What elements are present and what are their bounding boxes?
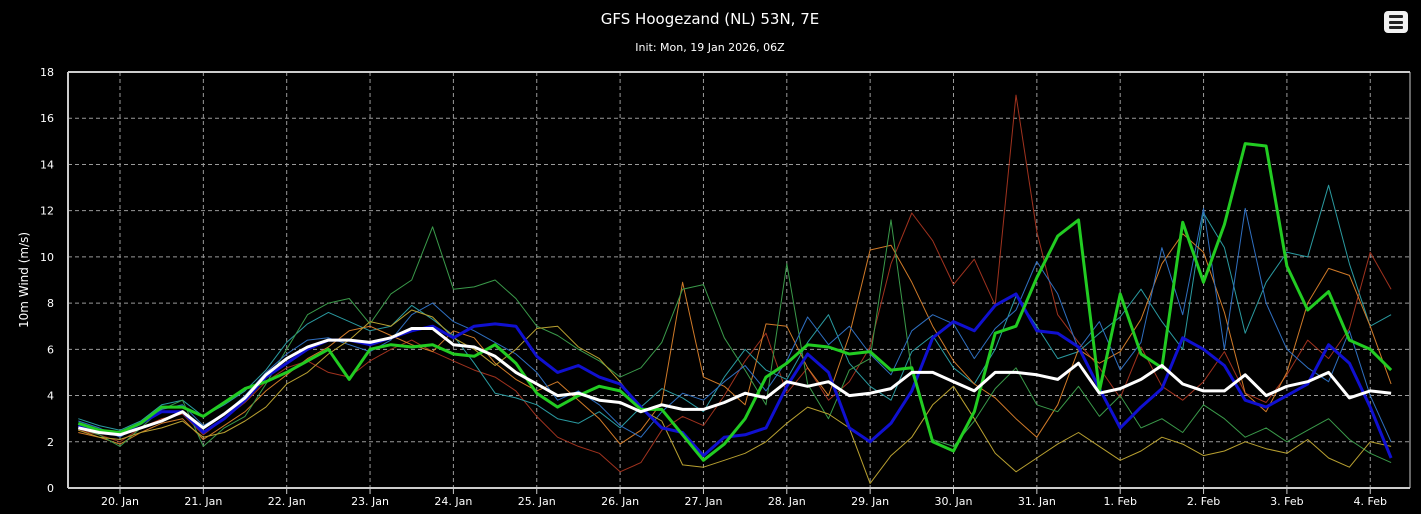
x-tick-label: 3. Feb bbox=[1270, 495, 1303, 508]
grid bbox=[68, 71, 1410, 488]
ensemble-member-line bbox=[78, 219, 1392, 464]
y-tick-label: 6 bbox=[47, 343, 54, 356]
x-tick-label: 31. Jan bbox=[1018, 495, 1056, 508]
x-tick-label: 30. Jan bbox=[935, 495, 973, 508]
y-axis-label: 10m Wind (m/s) bbox=[17, 232, 31, 328]
x-tick-label: 24. Jan bbox=[434, 495, 472, 508]
x-tick-label: 25. Jan bbox=[518, 495, 556, 508]
ensemble-member-line bbox=[78, 184, 1392, 431]
y-tick-label: 12 bbox=[40, 205, 54, 218]
y-tick-label: 4 bbox=[47, 390, 54, 403]
x-tick-label: 22. Jan bbox=[268, 495, 306, 508]
y-tick-label: 18 bbox=[40, 66, 54, 79]
y-tick-label: 16 bbox=[40, 112, 54, 125]
x-tick-label: 4. Feb bbox=[1354, 495, 1387, 508]
x-tick-label: 27. Jan bbox=[684, 495, 722, 508]
chart-title: GFS Hoogezand (NL) 53N, 7E bbox=[601, 10, 819, 28]
y-tick-label: 0 bbox=[47, 482, 54, 495]
ensemble-member-line bbox=[78, 309, 1392, 484]
x-tick-label: 2. Feb bbox=[1187, 495, 1220, 508]
hamburger-menu-icon[interactable] bbox=[1384, 11, 1408, 33]
x-tick-label: 23. Jan bbox=[351, 495, 389, 508]
y-tick-label: 2 bbox=[47, 436, 54, 449]
y-tick-label: 8 bbox=[47, 297, 54, 310]
y-tick-label: 14 bbox=[40, 158, 54, 171]
x-tick-label: 21. Jan bbox=[184, 495, 222, 508]
x-tick-label: 26. Jan bbox=[601, 495, 639, 508]
x-tick-label: 20. Jan bbox=[101, 495, 139, 508]
x-tick-label: 28. Jan bbox=[768, 495, 806, 508]
axes: 0 2 4 6 8 10 12 14 16 18 20. Jan 21. Jan 22. Jan 23. … bbox=[40, 66, 1411, 508]
x-tick-label: 29. Jan bbox=[851, 495, 889, 508]
x-tick-label: 1. Feb bbox=[1103, 495, 1136, 508]
chart-subtitle: Init: Mon, 19 Jan 2026, 06Z bbox=[635, 41, 785, 54]
ensemble-member-line bbox=[78, 207, 1392, 443]
series-group bbox=[77, 94, 1393, 484]
highlight-series-line bbox=[77, 142, 1393, 462]
ensemble-mean-line bbox=[77, 327, 1392, 437]
highlight-series-line bbox=[77, 292, 1393, 459]
ensemble-member-line bbox=[78, 233, 1392, 445]
ensemble-member-line bbox=[78, 94, 1392, 473]
y-tick-label: 10 bbox=[40, 251, 54, 264]
